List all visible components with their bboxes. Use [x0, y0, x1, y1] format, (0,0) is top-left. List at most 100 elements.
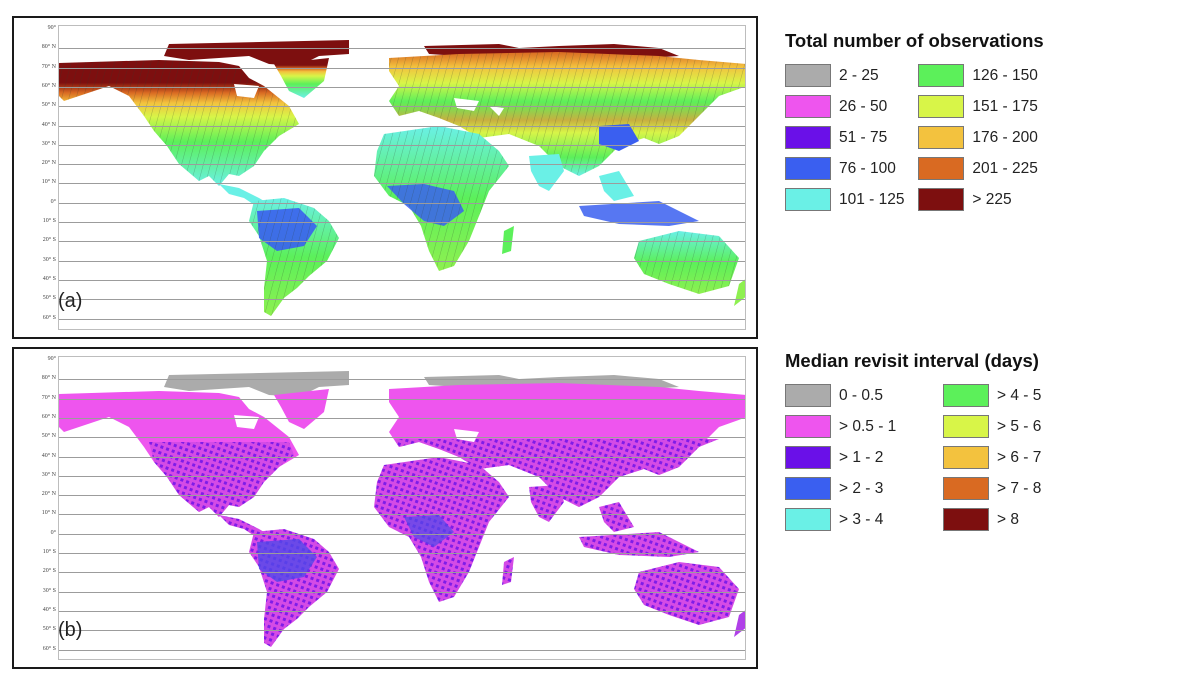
legend-swatch	[943, 415, 989, 438]
latitude-gridline	[59, 183, 745, 185]
legend-swatch	[918, 188, 965, 211]
latitude-label: 10° S	[42, 549, 56, 555]
latitude-axis: 90° 80° N 70° N 60° N 50° N 40° N 30° N 20° N 10…	[14, 18, 56, 337]
latitude-gridline	[59, 318, 745, 320]
legend-observations: Total number of observations 2 - 25 126 -…	[785, 30, 1044, 211]
latitude-label: 20° S	[42, 237, 56, 244]
legend-label: > 6 - 7	[997, 448, 1042, 466]
legend-swatch	[918, 126, 965, 149]
legend-swatch	[785, 188, 831, 211]
latitude-label: 30° N	[41, 471, 56, 478]
latitude-label: 30° S	[42, 256, 56, 263]
legend-title: Median revisit interval (days)	[785, 350, 1039, 371]
legend-label: > 7 - 8	[997, 479, 1042, 497]
legend-item: 2 - 25	[785, 64, 910, 87]
legend-label: > 2 - 3	[839, 479, 884, 497]
legend-label: 51 - 75	[839, 128, 888, 146]
latitude-gridline	[59, 144, 745, 146]
legend-item: 76 - 100	[785, 157, 910, 180]
legend-label: > 3 - 4	[839, 510, 884, 528]
latitude-gridline	[59, 630, 745, 632]
legend-swatch	[943, 477, 989, 500]
revisit-map-graphic	[59, 371, 745, 647]
panel-label-a: (a)	[58, 290, 83, 312]
legend-item: > 1 - 2	[785, 446, 935, 469]
latitude-label: 80° N	[41, 375, 56, 382]
legend-swatch	[785, 384, 831, 407]
legend-item: 201 - 225	[918, 157, 1043, 180]
legend-item: 0 - 0.5	[785, 384, 935, 407]
latitude-gridline	[59, 514, 745, 516]
legend-title: Total number of observations	[785, 30, 1044, 51]
legend-item: > 4 - 5	[943, 384, 1041, 407]
latitude-label: 60° N	[41, 413, 56, 420]
latitude-gridline	[59, 125, 745, 127]
legend-swatch	[785, 415, 831, 438]
latitude-label: 20° N	[41, 491, 56, 498]
legend-item: > 5 - 6	[943, 415, 1041, 438]
legend-item: > 2 - 3	[785, 477, 935, 500]
latitude-gridline	[59, 379, 745, 381]
latitude-gridline	[59, 222, 745, 223]
latitude-gridline	[59, 533, 745, 535]
latitude-gridline	[59, 475, 745, 477]
latitude-label: 30° S	[42, 587, 56, 594]
latitude-gridline	[59, 553, 745, 554]
legend-swatch	[943, 384, 989, 407]
legend-item: > 225	[918, 188, 1043, 211]
latitude-gridline	[59, 279, 745, 281]
legend-swatch	[785, 64, 831, 87]
legend-item: > 6 - 7	[943, 446, 1041, 469]
latitude-axis: 90° 80° N 70° N 60° N 50° N 40° N 30° N 20° N 10…	[14, 349, 56, 667]
legend-revisit: Median revisit interval (days) 0 - 0.5 > …	[785, 350, 1041, 531]
latitude-label: 10° N	[41, 510, 56, 517]
latitude-gridline	[59, 48, 745, 50]
legend-swatch	[943, 446, 989, 469]
legend-label: > 4 - 5	[997, 386, 1042, 404]
latitude-label: 40° S	[42, 606, 56, 613]
legend-item: 126 - 150	[918, 64, 1043, 87]
legend-label: > 225	[972, 190, 1012, 208]
legend-swatch	[785, 157, 831, 180]
latitude-label: 0°	[50, 529, 56, 536]
legend-item: 151 - 175	[918, 95, 1043, 118]
legend-swatch	[918, 157, 965, 180]
latitude-label: 80° N	[41, 44, 56, 51]
legend-label: 26 - 50	[839, 97, 888, 115]
latitude-gridline	[59, 241, 745, 243]
legend-swatch	[943, 508, 989, 531]
latitude-label: 90°	[47, 356, 56, 362]
legend-label: > 1 - 2	[839, 448, 884, 466]
latitude-label: 60° N	[41, 82, 56, 89]
legend-item: > 0.5 - 1	[785, 415, 935, 438]
latitude-label: 40° N	[41, 121, 56, 128]
legend-item: 26 - 50	[785, 95, 910, 118]
legend-label: > 8	[997, 510, 1019, 528]
legend-item: > 8	[943, 508, 1041, 531]
legend-label: 151 - 175	[972, 97, 1038, 115]
legend-item: > 3 - 4	[785, 508, 935, 531]
legend-item: 101 - 125	[785, 188, 910, 211]
latitude-label: 50° S	[42, 295, 56, 302]
latitude-label: 70° N	[41, 63, 56, 70]
legend-items: 2 - 25 126 - 150 26 - 50 151 - 175 51 - 75 17…	[785, 64, 1044, 211]
latitude-label: 50° S	[42, 626, 56, 633]
latitude-gridline	[59, 591, 745, 593]
legend-label: 176 - 200	[972, 128, 1038, 146]
world-map-observations	[58, 25, 746, 330]
latitude-label: 60° S	[42, 645, 56, 652]
legend-label: 201 - 225	[972, 159, 1038, 177]
latitude-label: 0°	[50, 198, 56, 205]
latitude-label: 60° S	[42, 314, 56, 321]
latitude-gridline	[59, 572, 745, 574]
panel-label-b: (b)	[58, 619, 83, 641]
legend-swatch	[785, 95, 831, 118]
latitude-label: 20° N	[41, 160, 56, 167]
latitude-gridline	[59, 610, 745, 612]
legend-item: > 7 - 8	[943, 477, 1041, 500]
legend-items: 0 - 0.5 > 4 - 5 > 0.5 - 1 > 5 - 6 > 1 - 2 > 6…	[785, 384, 1041, 531]
latitude-gridline	[59, 260, 745, 262]
latitude-label: 70° N	[41, 394, 56, 401]
latitude-label: 20° S	[42, 568, 56, 575]
legend-swatch	[785, 508, 831, 531]
